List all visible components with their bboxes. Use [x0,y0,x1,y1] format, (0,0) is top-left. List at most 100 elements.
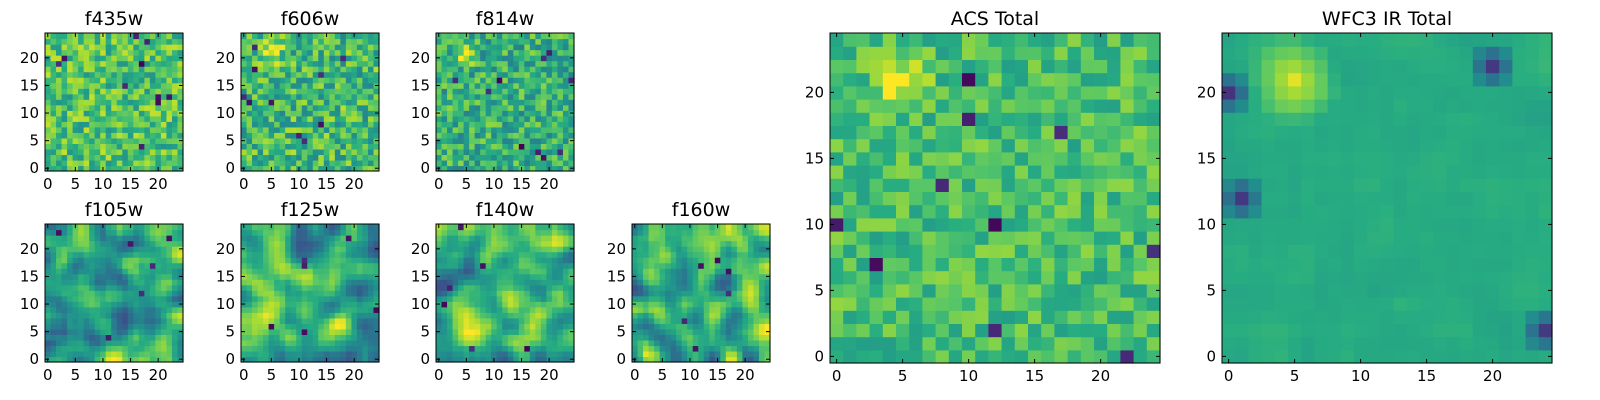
heatmap-cell [441,356,448,363]
heatmap-cell [144,301,151,308]
heatmap-cell [301,356,308,363]
heatmap-cell [1094,270,1108,285]
heatmap-cell [546,55,553,62]
heatmap-cell [502,115,509,122]
heatmap-cell [551,132,559,139]
heatmap-cell [524,334,531,341]
heatmap-cell [100,66,107,73]
heatmap-cell [988,336,1003,351]
heatmap-cell [340,301,347,308]
heatmap-cell [340,38,347,45]
heatmap-cell [345,49,352,56]
heatmap-cell [529,356,536,363]
heatmap-cell [345,356,352,363]
heatmap-cell [643,284,650,291]
heatmap-cell [496,143,503,150]
heatmap-cell [100,126,107,133]
heatmap-cell [463,251,470,258]
heatmap-cell [540,44,547,51]
heatmap-cell [441,93,448,100]
heatmap-cell [458,88,465,95]
heatmap-cell [758,235,766,242]
heatmap-cell [436,143,443,150]
heatmap-cell [290,49,297,56]
heatmap-cell [524,60,531,67]
heatmap-cell [502,224,509,231]
heatmap-cell [447,55,454,62]
heatmap-cell [436,49,443,56]
heatmap-cell [257,312,264,319]
heatmap-cell [632,279,639,286]
heatmap-cell [882,336,897,351]
heatmap-cell [367,132,375,139]
heatmap-cell [529,33,536,40]
heatmap-cell [518,44,525,51]
heatmap-cell [654,295,661,302]
heatmap-cell [67,224,74,231]
heatmap-cell [1120,217,1135,232]
heatmap-cell [351,60,358,67]
heatmap-cell [334,306,341,313]
heatmap-cell [72,268,79,275]
heatmap-cell [1146,178,1161,192]
heatmap-cell [351,82,358,89]
heatmap-cell [1001,178,1016,192]
heatmap-cell [296,121,303,128]
heatmap-cell [441,306,448,313]
heatmap-cell [546,110,553,117]
heatmap-cell [257,345,264,352]
heatmap-cell [1107,283,1121,298]
heatmap-cell [367,99,375,106]
heatmap-cell [507,55,514,62]
heatmap-cell [632,284,639,291]
heatmap-cell [935,310,950,324]
heatmap-cell [546,312,553,319]
heatmap-cell [551,71,559,78]
heatmap-cell [458,268,465,275]
heatmap-cell [659,268,666,275]
heatmap-cell [373,257,380,264]
heatmap-cell [518,240,525,247]
heatmap-cell [507,328,514,335]
heatmap-cell [246,268,253,275]
heatmap-cell [345,126,352,133]
heatmap-cells [45,33,184,172]
heatmap-cell [441,279,448,286]
heatmap-cell [285,229,292,236]
heatmap-cell [452,115,459,122]
heatmap-cell [111,246,118,253]
heatmap-cell [279,82,286,89]
heatmap-cell [665,224,672,231]
heatmap-cell [246,257,253,264]
heatmap-cell [241,71,248,78]
heatmap-cell [351,246,358,253]
x-tick-label: 0 [630,366,640,384]
heatmap-cell [61,115,68,122]
heatmap-cell [166,317,173,324]
heatmap-cell [1146,204,1161,219]
heatmap-cell [312,132,319,139]
heatmap-cell [122,229,129,236]
heatmap-cell [452,350,459,358]
heatmap-cell [659,323,666,330]
heatmap-cell [507,49,514,56]
heatmap-cell [67,246,74,253]
heatmap-cell [753,323,760,330]
heatmap-cell [356,148,364,156]
heatmap-cell [513,290,520,297]
heatmap-cell [133,77,140,84]
heatmap-cell [753,229,760,236]
heatmap-cell [480,301,487,308]
heatmap-cell [45,71,52,78]
heatmap-cell [274,143,281,150]
heatmap-cell [502,306,509,313]
heatmap-cell [257,229,264,236]
heatmap-cell [301,143,308,150]
heatmap-cell [257,317,264,324]
heatmap-cell [78,290,85,297]
heatmap-cell [535,284,542,291]
heatmap-cell [736,224,743,231]
heatmap-cell [502,60,509,67]
heatmap-cell [496,306,503,313]
heatmap-cell [290,115,297,122]
